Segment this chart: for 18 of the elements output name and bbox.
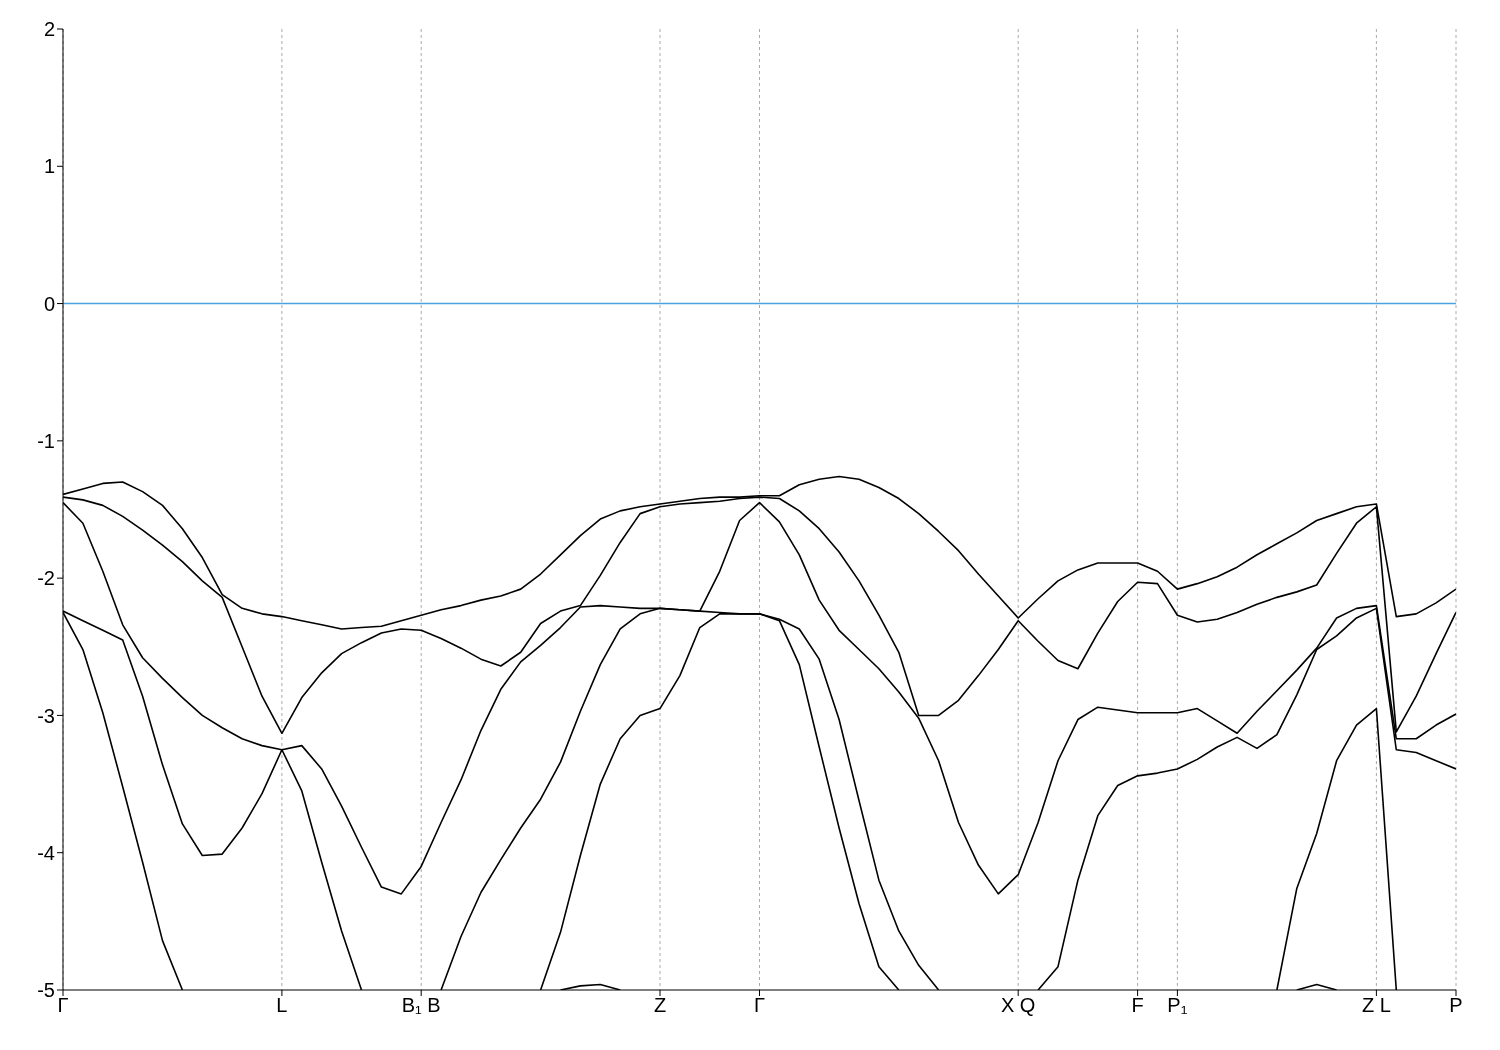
x-tick-label: P [1449,994,1463,1017]
y-tick-label: -1 [37,429,55,452]
x-tick-label: Γ [753,994,766,1017]
x-tick-label: Γ [57,994,69,1017]
x-tick-label: L [276,994,288,1017]
x-tick-label: P₁ [1167,994,1188,1017]
y-tick-label: -3 [37,704,55,727]
x-tick-label: Z [653,994,667,1017]
x-tick-label: B₁ B [401,994,441,1017]
y-tick-label: 1 [43,155,55,178]
y-tick-label: -2 [37,567,55,590]
x-tick-label: Z L [1361,994,1391,1017]
y-tick-label: -4 [37,841,55,864]
y-tick-label: 2 [43,18,55,41]
x-tick-label: X Q [1000,994,1036,1017]
y-tick-label: 0 [43,292,55,315]
x-tick-label: F [1131,994,1144,1017]
y-tick-label: -5 [37,979,55,1002]
